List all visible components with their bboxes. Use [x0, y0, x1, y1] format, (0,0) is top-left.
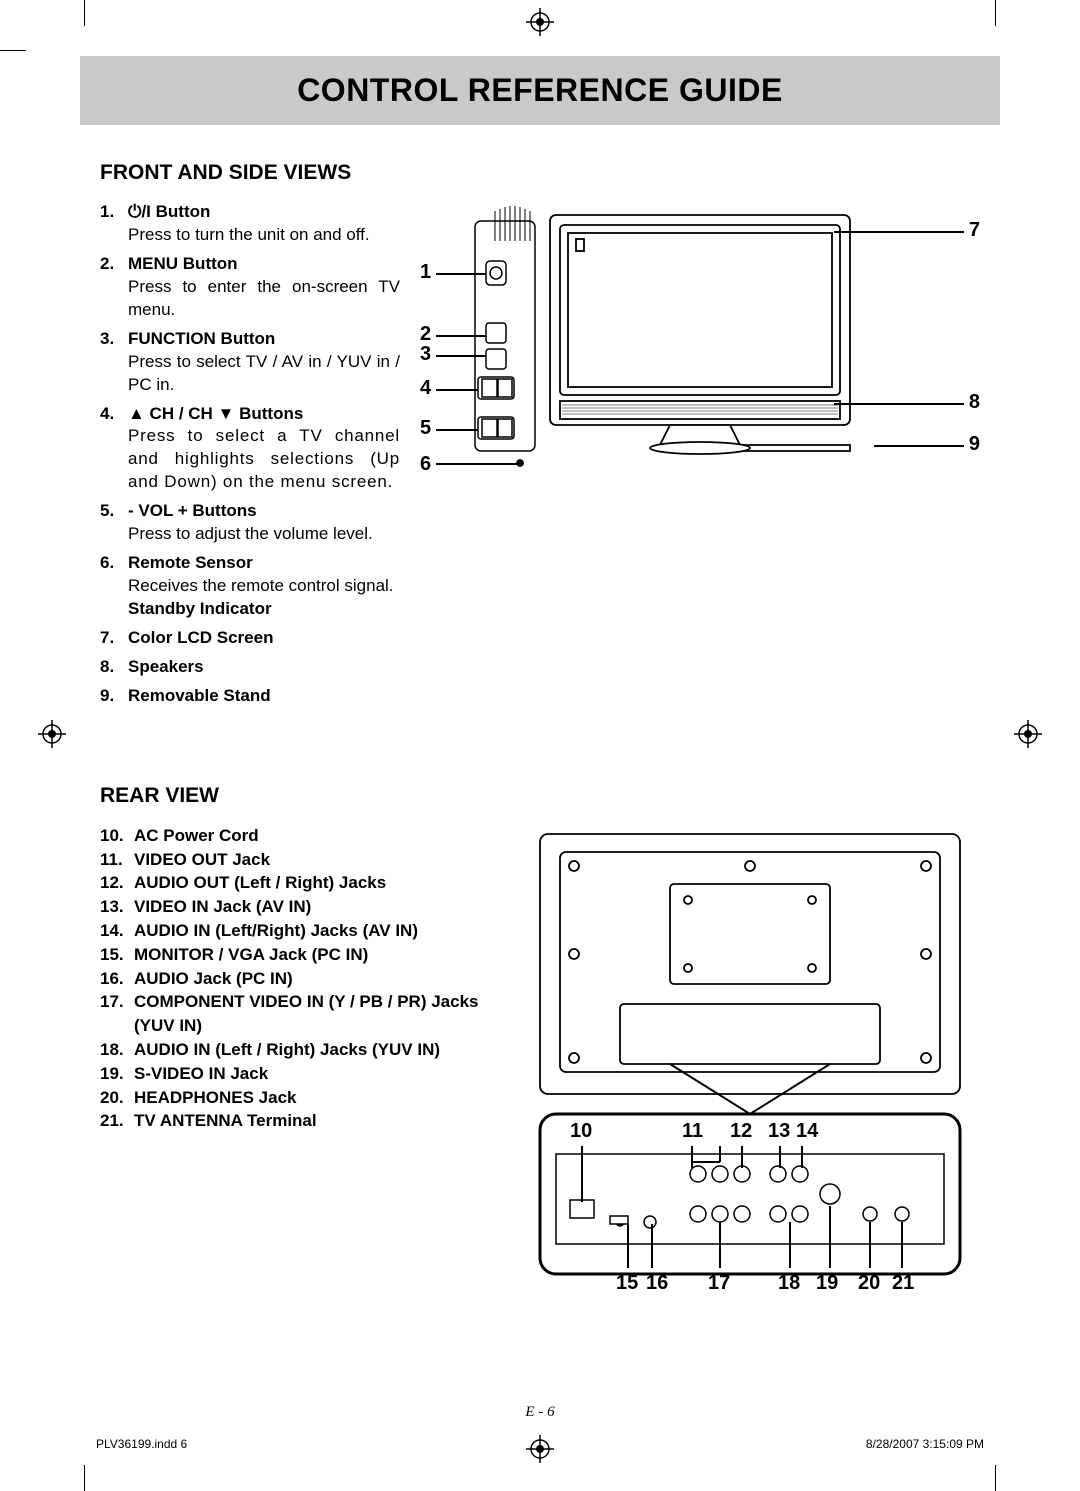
item-title: FUNCTION Button [128, 329, 275, 348]
list-item: AUDIO OUT (Left / Right) Jacks [100, 871, 500, 895]
item-title: Color LCD Screen [128, 628, 273, 647]
callout-line [834, 231, 964, 233]
item-title: ▲ CH / CH ▼ Buttons [128, 404, 303, 423]
callout-line [436, 335, 486, 337]
rear-diagram: 10 11 12 13 14 15 16 17 18 19 20 21 [520, 824, 980, 1294]
callout-number: 4 [420, 377, 431, 400]
item-title: Standby Indicator [128, 598, 400, 621]
callout-number: 13 [768, 1120, 790, 1143]
tv-rear-diagram [520, 824, 980, 1294]
callout-number: 5 [420, 417, 431, 440]
callout-number: 16 [646, 1272, 668, 1295]
item-desc: Press to turn the unit on and off. [128, 224, 400, 247]
section-heading-rear: REAR VIEW [80, 784, 1000, 808]
rear-text-column: AC Power Cord VIDEO OUT Jack AUDIO OUT (… [100, 824, 500, 1294]
item-desc: Press to adjust the volume level. [128, 523, 400, 546]
list-item: VIDEO OUT Jack [100, 848, 500, 872]
registration-mark-icon [38, 720, 66, 748]
list-item: VIDEO IN Jack (AV IN) [100, 895, 500, 919]
section-heading-front: FRONT AND SIDE VIEWS [80, 161, 1000, 185]
list-item: AUDIO IN (Left / Right) Jacks (YUV IN) [100, 1038, 500, 1062]
item-desc: Press to select a TV channel and highlig… [128, 425, 400, 494]
list-item: AC Power Cord [100, 824, 500, 848]
callout-number: 9 [969, 433, 980, 456]
callout-number: 1 [420, 261, 431, 284]
list-item: MONITOR / VGA Jack (PC IN) [100, 943, 500, 967]
callout-number: 7 [969, 219, 980, 242]
front-control-list: ⏻/I Button Press to turn the unit on and… [100, 201, 400, 708]
front-view-row: ⏻/I Button Press to turn the unit on and… [80, 201, 1000, 714]
registration-mark-icon [526, 8, 554, 36]
list-item: Remote Sensor Receives the remote contro… [100, 552, 400, 621]
page-content: CONTROL REFERENCE GUIDE FRONT AND SIDE V… [80, 36, 1000, 1401]
front-text-column: ⏻/I Button Press to turn the unit on and… [100, 201, 400, 714]
callout-number: 10 [570, 1120, 592, 1143]
callout-line [436, 429, 478, 431]
list-item: MENU Button Press to enter the on-screen… [100, 253, 400, 322]
page-number: E - 6 [0, 1404, 1080, 1421]
callout-number: 15 [616, 1272, 638, 1295]
list-item: AUDIO IN (Left/Right) Jacks (AV IN) [100, 919, 500, 943]
item-title: MENU Button [128, 254, 238, 273]
list-item: ▲ CH / CH ▼ Buttons Press to select a TV… [100, 403, 400, 495]
callout-line [436, 273, 486, 275]
callout-line [436, 355, 486, 357]
callout-number: 18 [778, 1272, 800, 1295]
callout-number: 20 [858, 1272, 880, 1295]
rear-control-list: AC Power Cord VIDEO OUT Jack AUDIO OUT (… [100, 824, 500, 1133]
callout-number: 3 [420, 343, 431, 366]
item-desc: Receives the remote control signal. [128, 575, 400, 598]
callout-line [874, 445, 964, 447]
list-item: S-VIDEO IN Jack [100, 1062, 500, 1086]
list-item: ⏻/I Button Press to turn the unit on and… [100, 201, 400, 247]
item-desc: Press to select TV / AV in / YUV in / PC… [128, 351, 400, 397]
callout-number: 19 [816, 1272, 838, 1295]
list-item: FUNCTION Button Press to select TV / AV … [100, 328, 400, 397]
item-title: Removable Stand [128, 686, 271, 705]
list-item: - VOL + Buttons Press to adjust the volu… [100, 500, 400, 546]
front-diagram: 1 2 3 4 5 6 7 8 9 [420, 201, 980, 714]
list-item: HEADPHONES Jack [100, 1086, 500, 1110]
item-title: Remote Sensor [128, 553, 253, 572]
callout-number: 8 [969, 391, 980, 414]
page-title: CONTROL REFERENCE GUIDE [80, 72, 1000, 109]
title-banner: CONTROL REFERENCE GUIDE [80, 56, 1000, 125]
item-title: - VOL + Buttons [128, 501, 257, 520]
footer-left: PLV36199.indd 6 [96, 1437, 187, 1451]
callout-line [436, 463, 518, 465]
list-item: Color LCD Screen [100, 627, 400, 650]
item-title: ⏻/I Button [128, 202, 210, 221]
list-item: COMPONENT VIDEO IN (Y / PB / PR) Jacks (… [100, 990, 500, 1038]
rear-section: REAR VIEW AC Power Cord VIDEO OUT Jack A… [80, 784, 1000, 1294]
list-item: TV ANTENNA Terminal [100, 1109, 500, 1133]
registration-mark-icon [1014, 720, 1042, 748]
tv-front-diagram [420, 201, 940, 491]
callout-number: 12 [730, 1120, 752, 1143]
callout-number: 11 [682, 1120, 703, 1143]
registration-mark-icon [526, 1435, 554, 1463]
rear-view-row: AC Power Cord VIDEO OUT Jack AUDIO OUT (… [80, 824, 1000, 1294]
item-desc: Press to enter the on-screen TV menu. [128, 276, 400, 322]
list-item: Removable Stand [100, 685, 400, 708]
callout-number: 17 [708, 1272, 730, 1295]
callout-number: 21 [892, 1272, 914, 1295]
callout-line [834, 403, 964, 405]
footer-right: 8/28/2007 3:15:09 PM [866, 1437, 984, 1451]
callout-number: 14 [796, 1120, 818, 1143]
list-item: AUDIO Jack (PC IN) [100, 967, 500, 991]
callout-number: 6 [420, 453, 431, 476]
list-item: Speakers [100, 656, 400, 679]
item-title: Speakers [128, 657, 204, 676]
callout-line [436, 389, 478, 391]
